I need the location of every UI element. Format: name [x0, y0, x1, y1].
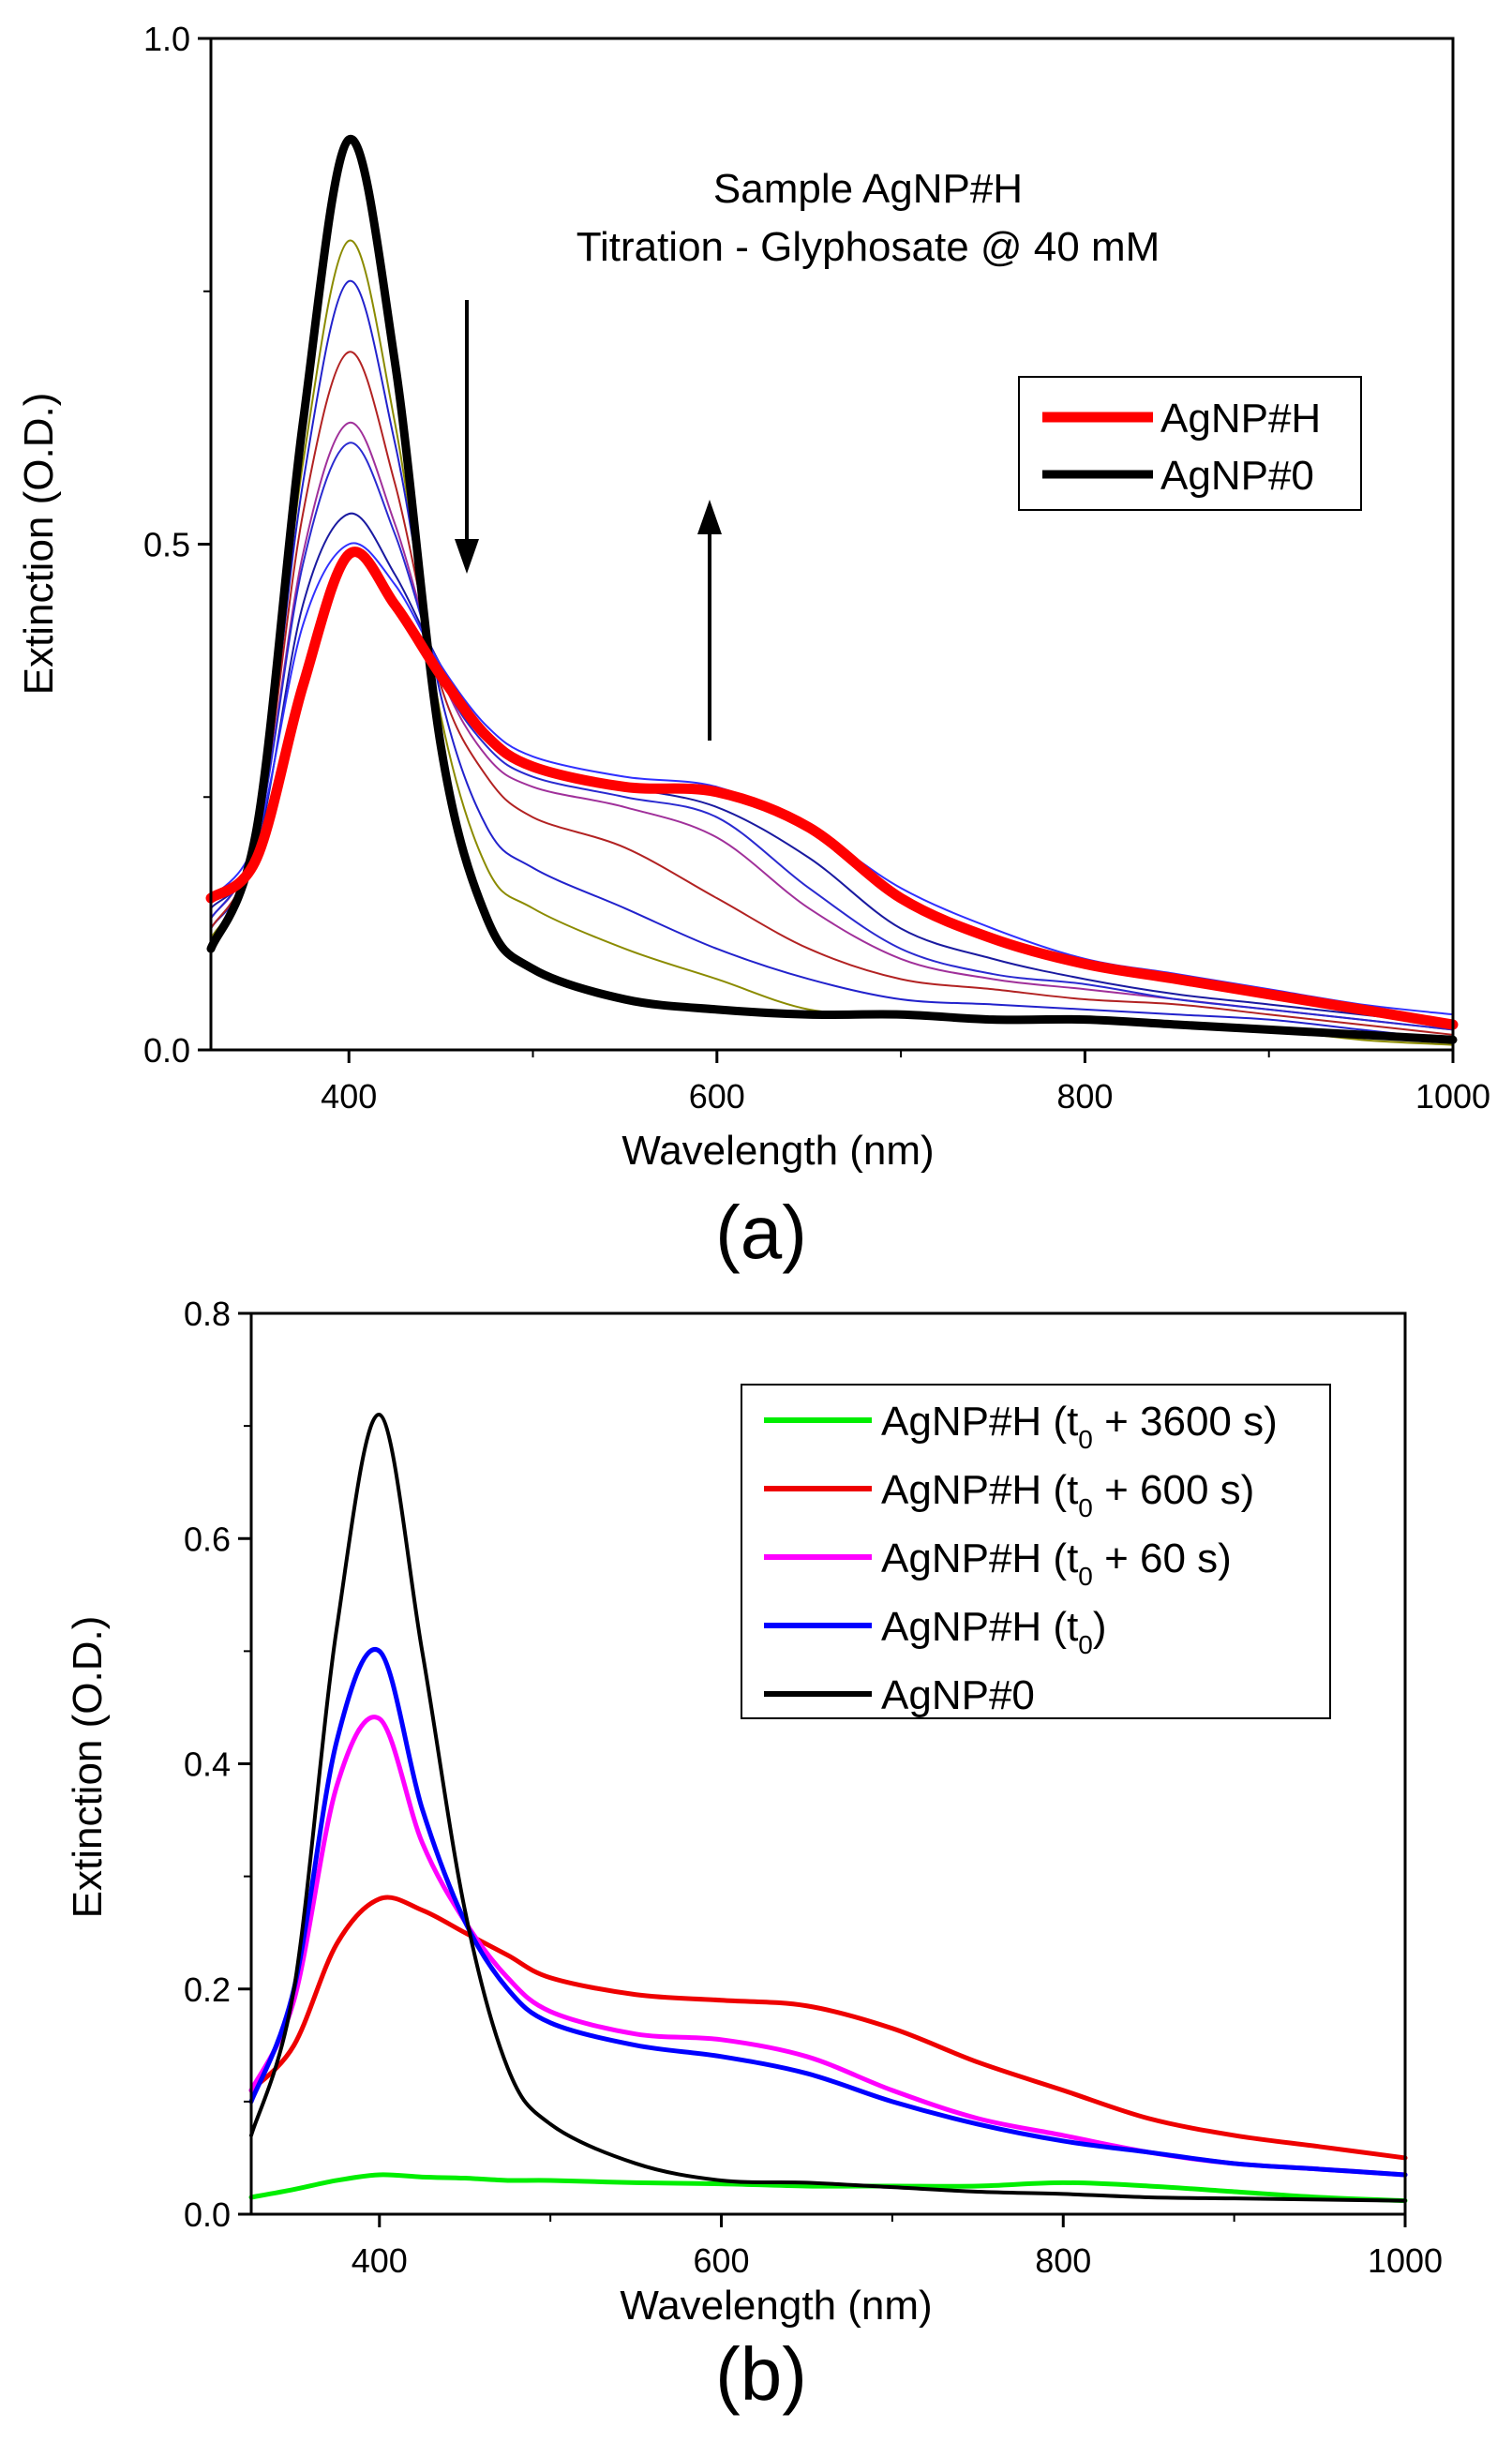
series-line-agnp-h-t0-3600-s-: [248, 2172, 1408, 2204]
series-line-agnp-0: [206, 135, 1458, 1044]
legend-label-agnph: AgNP#H: [1160, 396, 1321, 442]
y-tick-label: 0.0: [143, 1031, 190, 1070]
legend-label: AgNP#H (t0): [881, 1604, 1107, 1659]
x-tick-label: 400: [321, 1077, 377, 1116]
legend-label-main: AgNP#H (t: [881, 1467, 1078, 1513]
legend-label-subscript: 0: [1078, 1425, 1093, 1454]
panel-label-b: (b): [715, 2332, 807, 2416]
series-line-titration-step-4: [210, 442, 1454, 1031]
y-tick-label: 0.4: [184, 1745, 231, 1784]
legend-label-subscript: 0: [1078, 1493, 1093, 1522]
y-tick-label: 0.8: [184, 1295, 231, 1333]
x-axis-label: Wavelength (nm): [620, 2283, 932, 2329]
legend-label: AgNP#H (t0 + 3600 s): [881, 1399, 1278, 1454]
series-line-agnp-h-t0-60-s-: [248, 1715, 1408, 2178]
legend-label-tail: + 3600 s): [1093, 1399, 1278, 1445]
legend-label-tail: + 600 s): [1093, 1467, 1254, 1513]
legend-label: AgNP#0: [881, 1672, 1035, 1718]
legend-label-tail: + 60 s): [1093, 1536, 1232, 1581]
y-axis-label: Extinction (O.D.): [65, 1616, 111, 1919]
y-tick-label: 1.0: [143, 20, 190, 58]
x-tick-label: 1000: [1415, 1077, 1490, 1116]
y-tick-label: 0.5: [143, 526, 190, 564]
series-line-titration-step-1: [210, 279, 1454, 1041]
series-line-agnp-h-t0-600-s-: [248, 1895, 1408, 2161]
series-line-titration-step-2: [210, 351, 1454, 1036]
axes: 400 600 800 1000 0.0 0.5 1.0: [143, 20, 1490, 1116]
series-group: [205, 135, 1459, 1046]
legend-label-main: AgNP#H (t: [881, 1399, 1078, 1445]
x-tick-label: 800: [1035, 2241, 1091, 2280]
chart-panel-b: 400 600 800 1000 0.0 0.2 0.4 0.6 0.8 AgNP#H (t0 …: [65, 1295, 1443, 2416]
y-axis-label: Extinction (O.D.): [16, 393, 62, 696]
chart-panel-a: 400 600 800 1000 0.0 0.5 1.0 Sample AgNP#H Tit…: [16, 20, 1490, 1274]
legend: AgNP#H (t0 + 3600 s)AgNP#H (t0 + 600 s)A…: [741, 1384, 1331, 1719]
arrow-up: [697, 500, 722, 741]
series-line-titration-step-5: [210, 512, 1454, 1026]
legend-label-tail: ): [1093, 1604, 1107, 1650]
legend-label-agnp0: AgNP#0: [1160, 453, 1314, 499]
series-line-agnp-h: [205, 547, 1459, 1030]
legend-label-subscript: 0: [1078, 1630, 1093, 1659]
x-tick-label: 800: [1056, 1077, 1113, 1116]
series-group: [248, 1413, 1408, 2204]
series-line-titration-step-3: [210, 422, 1454, 1031]
x-axis-label: Wavelength (nm): [621, 1128, 934, 1174]
annotation-line-1: Sample AgNP#H: [713, 166, 1023, 212]
annotation-line-2: Titration - Glyphosate @ 40 mM: [576, 224, 1160, 270]
arrow-down: [455, 300, 479, 574]
legend: AgNP#H AgNP#0: [1018, 376, 1362, 511]
x-tick-label: 400: [352, 2241, 408, 2280]
legend-label-subscript: 0: [1078, 1562, 1093, 1591]
legend-label: AgNP#H (t0 + 60 s): [881, 1536, 1232, 1591]
axes: 400 600 800 1000 0.0 0.2 0.4 0.6 0.8: [184, 1295, 1443, 2280]
legend-label-main: AgNP#H (t: [881, 1536, 1078, 1581]
series-line-agnp-0: [249, 1413, 1407, 2203]
x-tick-label: 1000: [1368, 2241, 1443, 2280]
x-tick-label: 600: [689, 1077, 745, 1116]
y-tick-label: 0.2: [184, 1970, 231, 2009]
y-tick-label: 0.6: [184, 1520, 231, 1558]
legend-label-main: AgNP#0: [881, 1672, 1035, 1718]
legend-label: AgNP#H (t0 + 600 s): [881, 1467, 1254, 1522]
legend-label-main: AgNP#H (t: [881, 1604, 1078, 1650]
panel-label-a: (a): [715, 1191, 807, 1274]
y-tick-label: 0.0: [184, 2195, 231, 2234]
x-tick-label: 600: [693, 2241, 749, 2280]
series-line-agnp-h-t0-: [248, 1647, 1408, 2178]
